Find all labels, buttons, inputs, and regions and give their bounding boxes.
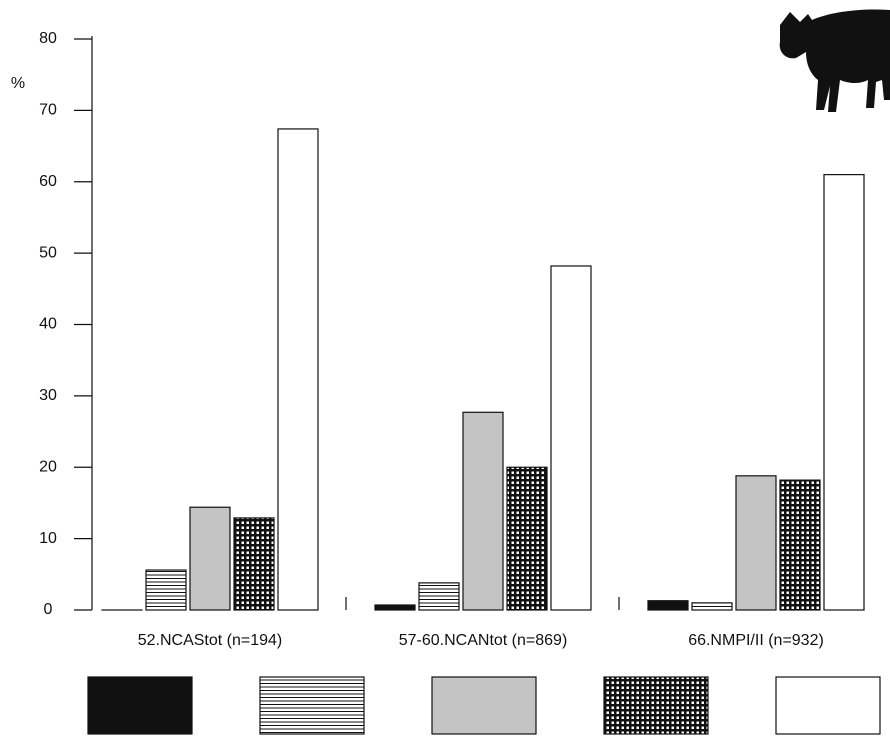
bar bbox=[145, 569, 187, 611]
bar bbox=[418, 582, 460, 611]
y-tick-label: 50 bbox=[39, 244, 57, 261]
y-tick-label: 20 bbox=[39, 458, 57, 475]
bar bbox=[735, 475, 777, 611]
y-tick-label: 80 bbox=[39, 30, 57, 47]
x-tick-label: 52.NCAStot (n=194) bbox=[138, 632, 283, 649]
bar bbox=[779, 479, 821, 611]
y-tick-label: 70 bbox=[39, 102, 57, 119]
bar bbox=[277, 128, 319, 611]
y-tick-label: 60 bbox=[39, 173, 57, 190]
bar bbox=[462, 411, 504, 611]
y-tick-label: 10 bbox=[39, 530, 57, 547]
bar bbox=[550, 265, 592, 611]
bar bbox=[691, 602, 733, 611]
bar bbox=[506, 466, 548, 611]
cow-icon bbox=[779, 9, 890, 112]
y-tick-label: 30 bbox=[39, 387, 57, 404]
bar bbox=[823, 174, 865, 611]
y-axis-label: % bbox=[11, 75, 25, 92]
bar bbox=[647, 600, 689, 611]
y-tick-label: 0 bbox=[44, 601, 53, 618]
x-tick-label: 66.NMPI/II (n=932) bbox=[688, 632, 824, 649]
bar bbox=[374, 604, 416, 611]
legend-swatch bbox=[259, 676, 365, 735]
legend-swatch bbox=[775, 676, 881, 735]
x-tick-label: 57-60.NCANtot (n=869) bbox=[399, 632, 568, 649]
bar bbox=[189, 506, 231, 611]
legend-swatch bbox=[603, 676, 709, 735]
y-tick-label: 40 bbox=[39, 316, 57, 333]
legend-swatch bbox=[431, 676, 537, 735]
bar bbox=[233, 517, 275, 611]
legend-swatch bbox=[87, 676, 193, 735]
